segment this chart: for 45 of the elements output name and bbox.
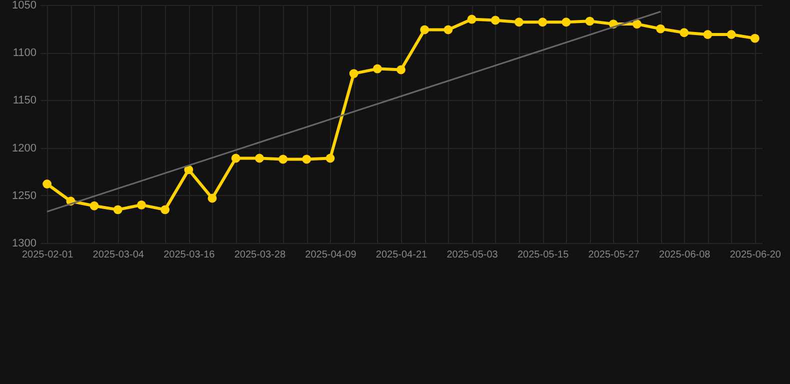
point xyxy=(326,154,335,163)
point xyxy=(42,180,52,188)
point xyxy=(208,194,217,203)
x-tick-label: 2025-04-09 xyxy=(305,250,357,260)
point xyxy=(632,20,642,29)
point xyxy=(113,205,122,214)
point xyxy=(90,201,99,210)
point xyxy=(656,24,666,34)
point xyxy=(444,25,453,34)
point xyxy=(396,65,406,74)
x-tick-label: 2025-03-04 xyxy=(92,250,144,260)
x-tick-label: 2025-02-01 xyxy=(22,250,74,260)
point xyxy=(726,30,736,39)
point xyxy=(490,16,500,25)
x-tick-label: 2025-06-08 xyxy=(659,250,711,260)
point xyxy=(160,205,170,214)
x-tick-label: 2025-04-21 xyxy=(376,250,428,260)
point xyxy=(254,154,264,163)
y-tick-label: 1200 xyxy=(12,142,36,154)
y-tick-label: 1050 xyxy=(12,0,36,12)
y-tick-label: 1300 xyxy=(12,238,36,250)
y-tick-label: 1100 xyxy=(12,47,36,60)
x-tick-label: 2025-05-03 xyxy=(446,250,498,260)
point xyxy=(750,34,760,43)
point xyxy=(585,16,594,26)
point xyxy=(420,25,430,34)
point xyxy=(562,18,571,27)
point xyxy=(136,200,146,210)
point xyxy=(231,154,240,163)
point xyxy=(538,18,548,27)
x-tick-label: 2025-03-16 xyxy=(164,250,216,260)
point xyxy=(349,69,358,78)
point xyxy=(278,154,288,164)
y-tick-label: 1150 xyxy=(12,94,36,107)
x-tick-label: 2025-05-15 xyxy=(517,250,570,260)
point xyxy=(467,14,476,24)
x-tick-label: 2025-03-28 xyxy=(234,250,286,260)
y-tick-label: 1250 xyxy=(12,190,36,202)
point xyxy=(372,64,382,74)
point xyxy=(703,30,712,39)
point xyxy=(302,154,312,164)
point xyxy=(680,28,689,38)
x-tick-label: 2025-05-27 xyxy=(588,250,640,260)
x-tick-label: 2025-06-20 xyxy=(730,250,782,260)
point xyxy=(514,18,524,27)
